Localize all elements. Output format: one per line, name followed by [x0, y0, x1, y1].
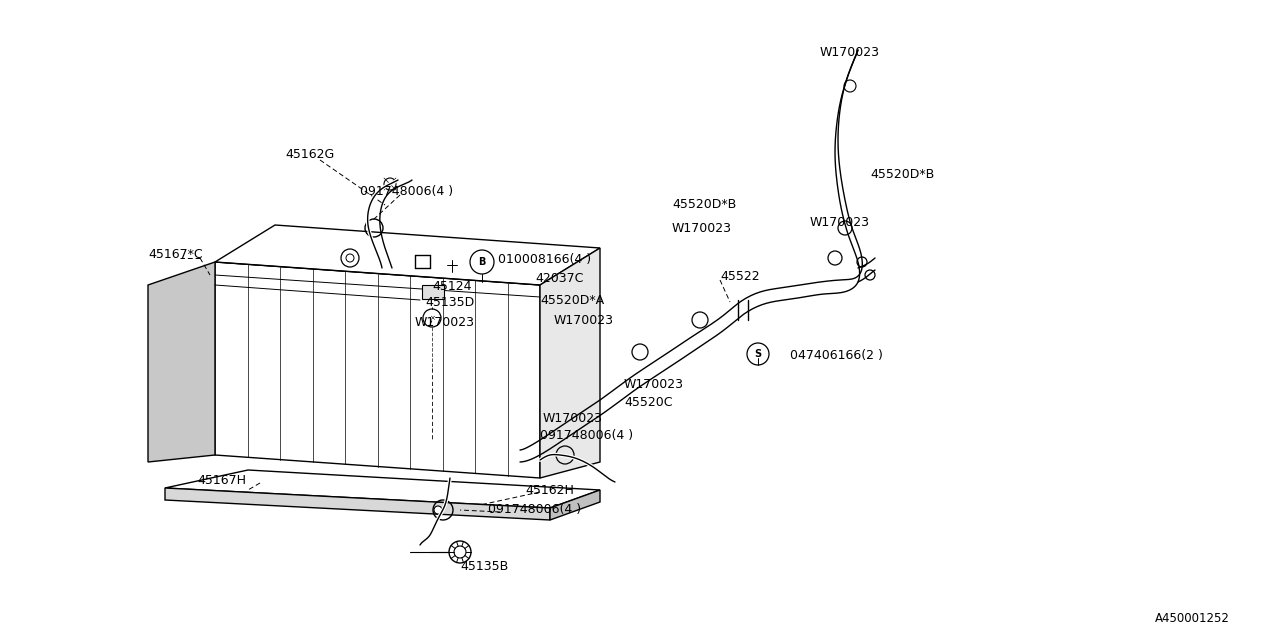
Text: 45135D: 45135D — [425, 296, 475, 310]
Text: 047406166(2 ): 047406166(2 ) — [790, 349, 883, 362]
Text: B: B — [479, 257, 485, 267]
Polygon shape — [165, 470, 600, 508]
Text: W170023: W170023 — [415, 316, 475, 328]
Text: W170023: W170023 — [810, 216, 870, 228]
Text: 45124: 45124 — [433, 280, 471, 292]
Text: 42037C: 42037C — [535, 271, 584, 285]
Text: 45162H: 45162H — [525, 483, 573, 497]
Text: 45520D*A: 45520D*A — [540, 294, 604, 307]
Polygon shape — [215, 225, 600, 285]
Text: 45162G: 45162G — [285, 148, 334, 161]
Polygon shape — [148, 262, 215, 462]
Polygon shape — [215, 262, 540, 478]
Text: W170023: W170023 — [672, 221, 732, 234]
Text: 45167*C: 45167*C — [148, 248, 202, 260]
Text: 45520C: 45520C — [625, 397, 672, 410]
Text: 45167H: 45167H — [197, 474, 246, 486]
Polygon shape — [540, 248, 600, 478]
Text: 45520D*B: 45520D*B — [870, 168, 934, 182]
Text: W170023: W170023 — [820, 45, 881, 58]
Circle shape — [434, 506, 442, 514]
Text: W170023: W170023 — [543, 412, 603, 424]
Text: 091748006(4 ): 091748006(4 ) — [360, 186, 453, 198]
Bar — [422, 285, 444, 299]
Text: ×: × — [429, 315, 435, 321]
Text: A450001252: A450001252 — [1155, 612, 1230, 625]
Text: 091748006(4 ): 091748006(4 ) — [540, 429, 634, 442]
Text: 45522: 45522 — [719, 269, 759, 282]
Text: S: S — [754, 349, 762, 359]
Text: 091748006(4 ): 091748006(4 ) — [488, 504, 581, 516]
Text: 010008166(4 ): 010008166(4 ) — [498, 253, 591, 266]
Text: 45135B: 45135B — [460, 561, 508, 573]
Text: W170023: W170023 — [554, 314, 614, 328]
Text: W170023: W170023 — [625, 378, 684, 392]
Polygon shape — [165, 488, 550, 520]
Polygon shape — [550, 490, 600, 520]
Text: 45520D*B: 45520D*B — [672, 198, 736, 211]
